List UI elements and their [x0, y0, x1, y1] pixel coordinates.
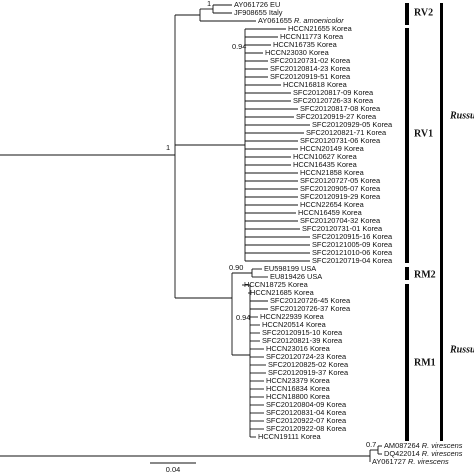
leaf-label: AY061655 R. amoenicolor	[258, 16, 344, 25]
leaf-label: HCCN23030 Korea	[265, 48, 330, 57]
leaf-label: HCCN21655 Korea	[288, 24, 353, 33]
leaf-label: SFC20120905-07 Korea	[300, 184, 381, 193]
leaf-label: HCCN20149 Korea	[300, 144, 365, 153]
species: R. virescens	[408, 457, 449, 466]
leaf-label: HCCN23379 Korea	[266, 376, 331, 385]
species: R. virescens	[422, 441, 463, 450]
leaf-label: HCCN10627 Korea	[293, 152, 358, 161]
leaf-label: SFC20120919-37 Korea	[268, 368, 349, 377]
accession: AY061727	[372, 457, 406, 466]
leaf-label: SFC20120915-16 Korea	[312, 232, 393, 241]
leaf-label: HCCN18725 Korea	[244, 280, 309, 289]
tree-branches	[0, 4, 382, 464]
leaf-label: EU598199 USA	[264, 264, 316, 273]
support-value: 1	[207, 0, 211, 8]
leaf-label: JF908655 Italy	[234, 8, 283, 17]
genus-label: Russu	[449, 110, 474, 121]
leaf-label: SFC20120814-23 Korea	[270, 64, 351, 73]
leaf-label: EU819426 USA	[270, 272, 322, 281]
leaf-label: SFC20120919-29 Korea	[300, 192, 381, 201]
leaf-label: DQ422014 R. virescens	[384, 449, 463, 458]
leaf-label: SFC20120731-06 Korea	[300, 136, 381, 145]
accession: DQ422014	[384, 449, 420, 458]
accession: AY061655	[258, 16, 292, 25]
leaf-label: SFC20120919-27 Korea	[296, 112, 377, 121]
leaf-label: SFC20120719-04 Korea	[312, 256, 393, 265]
species: R. amoenicolor	[294, 16, 344, 25]
leaf-label: SFC20120817-08 Korea	[300, 104, 381, 113]
leaf-label: SFC20121010-06 Korea	[312, 248, 393, 257]
leaf-label: SFC20120726-45 Korea	[270, 296, 351, 305]
leaf-label: HCCN21858 Korea	[300, 168, 365, 177]
leaf-label: HCCN16735 Korea	[273, 40, 338, 49]
leaf-label: SFC20120731-01 Korea	[302, 224, 383, 233]
leaf-label: HCCN16459 Korea	[298, 208, 363, 217]
support-value: 0.94	[232, 42, 246, 51]
scale-label: 0.04	[166, 465, 180, 474]
clade-bars	[405, 3, 443, 441]
leaf-label: SFC20120919-51 Korea	[270, 72, 351, 81]
support-value: 0.7	[366, 440, 376, 449]
leaf-label: SFC20120929-05 Korea	[312, 120, 393, 129]
leaf-label: HCCN22654 Korea	[300, 200, 365, 209]
leaf-label: SFC20120731-02 Korea	[270, 56, 351, 65]
leaf-label: SFC20120724-23 Korea	[266, 352, 347, 361]
leaf-label: AY061726 EU	[234, 0, 280, 9]
leaf-label: SFC20120726-33 Korea	[293, 96, 374, 105]
leaf-label: SFC20120727-05 Korea	[300, 176, 381, 185]
support-value: 0.90	[229, 263, 243, 272]
support-value: 1	[166, 143, 170, 152]
leaf-label: AY061727 R. virescens	[372, 457, 449, 466]
leaf-label: SFC20120704-32 Korea	[300, 216, 381, 225]
leaf-label: SFC20120817-09 Korea	[293, 88, 374, 97]
genus-label: Russu	[449, 344, 474, 355]
clade-box	[412, 4, 436, 20]
support-value: 0.94	[236, 313, 250, 322]
leaf-label: HCCN18800 Korea	[266, 392, 331, 401]
leaf-label: HCCN11773 Korea	[280, 32, 344, 41]
clade-label: RV1	[414, 128, 433, 139]
leaf-label: HCCN22939 Korea	[260, 312, 325, 321]
leaf-label: SFC20120821-71 Korea	[306, 128, 387, 137]
leaf-label: HCCN20514 Korea	[262, 320, 327, 329]
species: R. virescens	[422, 449, 463, 458]
leaf-label: SFC20120922-07 Korea	[266, 416, 347, 425]
clade-label: RM1	[414, 357, 436, 368]
leaf-label: HCCN16834 Korea	[266, 384, 331, 393]
leaf-label: HCCN21685 Korea	[250, 288, 315, 297]
leaf-label: SFC20120804-09 Korea	[266, 400, 347, 409]
clade-label: RV2	[414, 7, 433, 18]
leaf-label: HCCN23016 Korea	[266, 344, 331, 353]
leaf-label: HCCN19111 Korea	[258, 432, 321, 441]
leaf-label: HCCN16818 Korea	[283, 80, 348, 89]
leaf-label: SFC20120726-37 Korea	[270, 304, 351, 313]
accession: AM087264	[384, 441, 420, 450]
clade-label: RM2	[414, 269, 436, 280]
leaf-label: AM087264 R. virescens	[384, 441, 463, 450]
leaf-label: SFC20120821-39 Korea	[262, 336, 343, 345]
leaf-label: SFC20120915-10 Korea	[262, 328, 343, 337]
leaf-label: SFC20121005-09 Korea	[312, 240, 393, 249]
clade-box	[412, 266, 436, 282]
clade-box	[412, 354, 436, 370]
leaf-label: SFC20120825-02 Korea	[268, 360, 349, 369]
leaf-label: SFC20120922-08 Korea	[266, 424, 347, 433]
leaf-label: HCCN16435 Korea	[293, 160, 358, 169]
leaf-label: SFC20120831-04 Korea	[266, 408, 347, 417]
clade-box	[412, 125, 436, 141]
